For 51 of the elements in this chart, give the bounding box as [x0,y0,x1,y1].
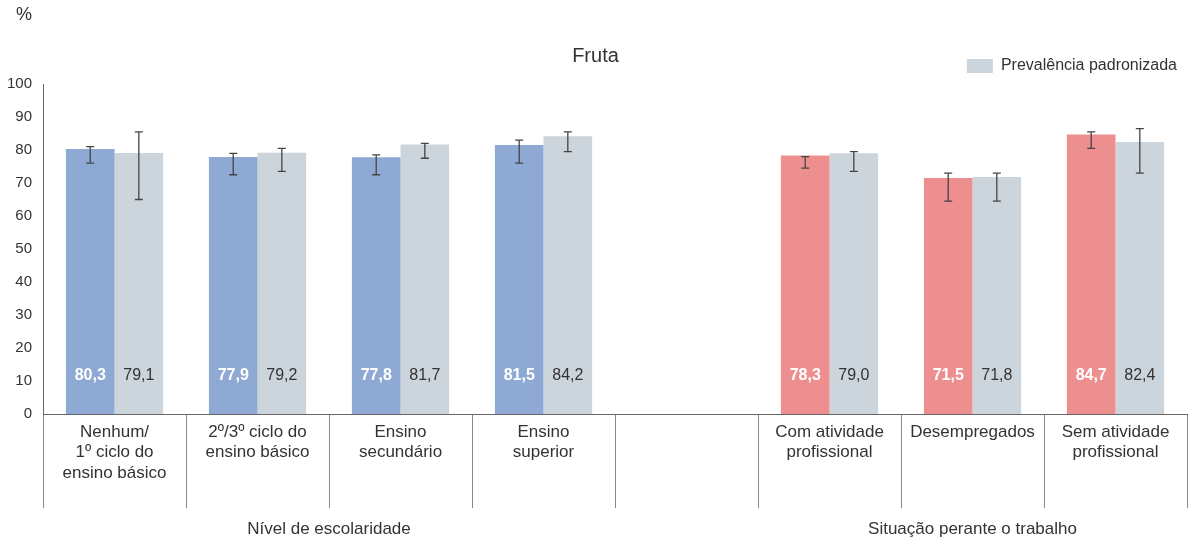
data-label: 84,2 [552,366,584,384]
y-tick-label: 20 [15,338,33,356]
bar [65,149,115,414]
data-label: 80,3 [74,366,106,384]
x-tick-label: Desempregados [910,421,1035,441]
x-tick-label: 2º/3º ciclo do ensino básico [205,421,310,462]
bar [351,157,401,414]
legend-label: Prevalência padronizada [1000,56,1178,74]
bar [543,136,593,414]
bar [494,145,544,414]
bar [1066,134,1116,414]
data-label: 81,5 [503,366,535,384]
data-label: 82,4 [1124,366,1156,384]
x-tick-label: Ensino secundário [358,421,443,462]
y-tick-label: 90 [15,107,33,125]
text: Nível de escolaridade [247,519,411,539]
bar [780,155,830,414]
data-label: 79,0 [838,366,870,384]
y-tick-label: 80 [15,140,33,158]
y-tick-label: 30 [15,305,33,323]
data-label: 79,2 [266,366,298,384]
data-label: 77,9 [217,366,249,384]
y-tick-label: 40 [15,272,33,290]
chart-title: Fruta [572,43,620,66]
data-label: 71,5 [932,366,964,384]
bar [1115,142,1165,414]
bar [400,144,450,414]
data-label: 84,7 [1075,366,1107,384]
x-tick-label: Com atividade profissional [775,421,884,462]
data-label: 81,7 [409,366,441,384]
bar [972,177,1022,414]
bar [923,178,973,414]
x-tick-label: Ensino superior [512,421,575,462]
text: Situação perante o trabalho [868,519,1077,539]
y-tick-label: 70 [15,173,33,191]
bar [257,152,307,414]
bar [114,152,164,414]
y-tick-label: 10 [15,371,33,389]
y-tick-label: 100 [7,74,33,92]
data-label: 77,8 [360,366,392,384]
y-tick-label: 50 [15,239,33,257]
y-axis-title: % [15,3,33,24]
data-label: 78,3 [789,366,821,384]
x-tick-label: Nenhum/ 1º ciclo do ensino básico [62,421,167,482]
y-tick-label: 0 [23,404,33,422]
y-tick-label: 60 [15,206,33,224]
data-label: 79,1 [123,366,155,384]
bar [208,156,258,414]
bar [829,153,879,414]
data-label: 71,8 [981,366,1013,384]
x-tick-label: Sem atividade profissional [1061,421,1170,462]
